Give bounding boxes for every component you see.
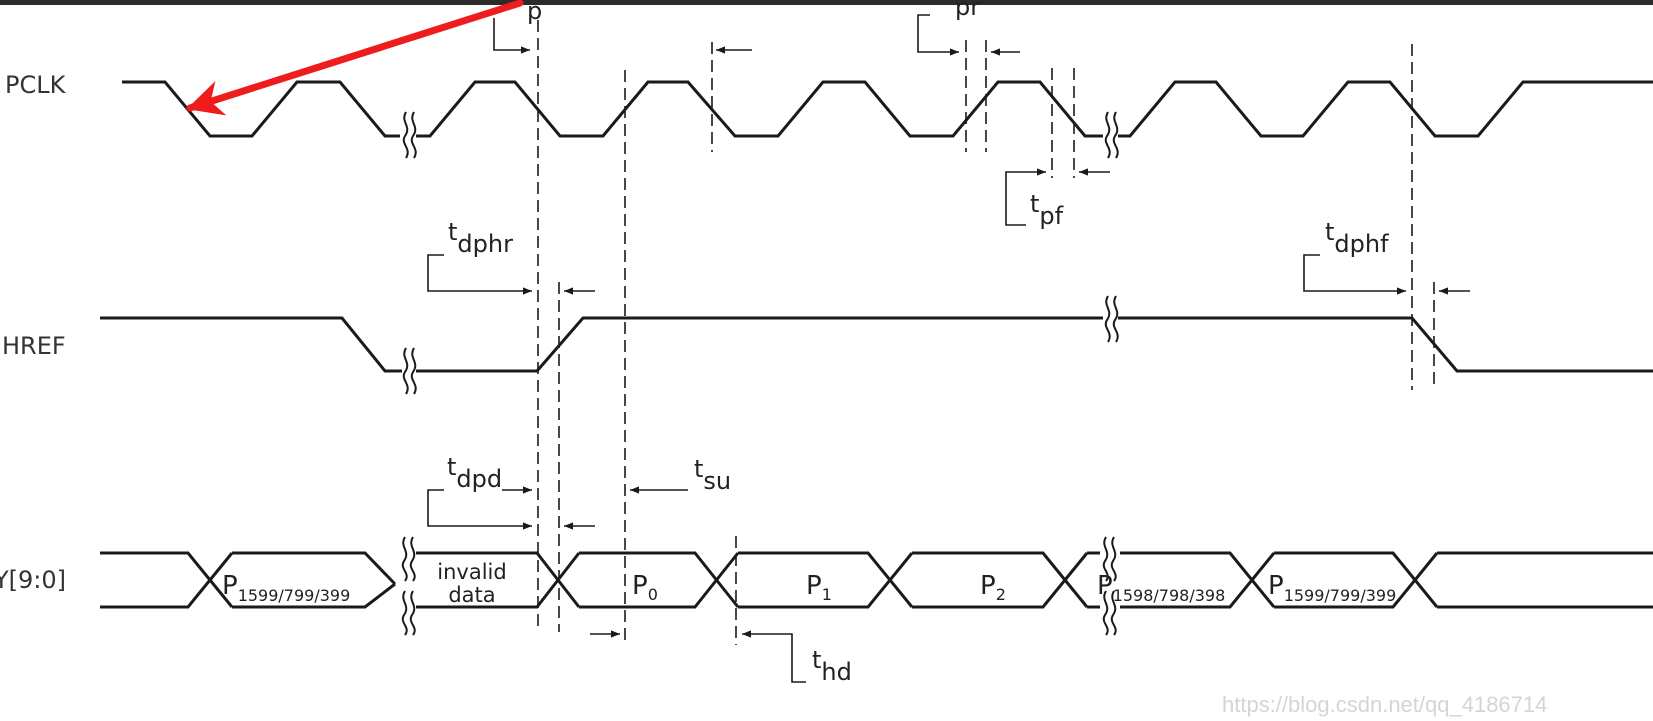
thd-annotation: thd bbox=[742, 630, 852, 686]
tdphf-t: t bbox=[1325, 218, 1334, 246]
red-annotation-arrow bbox=[186, 0, 524, 116]
cell-p1: P1 bbox=[806, 571, 832, 604]
href-break-2 bbox=[1104, 295, 1119, 343]
cell-p1599-a: P1599/799/399 bbox=[222, 571, 350, 605]
watermark: https://blog.csdn.net/qq_4186714 bbox=[1222, 692, 1547, 717]
tp-sub: p bbox=[527, 0, 542, 25]
tpr-annotation: pr bbox=[917, 0, 1020, 56]
cell-p1598: P1598/798/398 bbox=[1097, 571, 1225, 605]
svg-text:thd: thd bbox=[812, 646, 852, 686]
pclk-break-1 bbox=[402, 111, 417, 159]
thd-t: t bbox=[812, 646, 821, 674]
cell-invalid-line2: data bbox=[448, 583, 495, 607]
tdpd-sub: dpd bbox=[456, 465, 502, 493]
pclk-break-2 bbox=[1104, 111, 1119, 159]
tpf-annotation: tpf bbox=[1005, 168, 1110, 230]
y-bus-waveform bbox=[100, 536, 1653, 636]
tpf-sub: pf bbox=[1039, 202, 1063, 230]
y-bus-label: Y[9:0] bbox=[0, 566, 66, 594]
pclk-label: PCLK bbox=[5, 71, 67, 99]
href-break-1 bbox=[402, 347, 417, 395]
tsu-annotation: tsu bbox=[590, 455, 731, 638]
cell-p2: P2 bbox=[980, 571, 1006, 604]
tdphf-sub: dphf bbox=[1334, 230, 1389, 258]
tdphr-annotation: tdphr bbox=[427, 218, 595, 295]
svg-text:pr: pr bbox=[955, 0, 980, 21]
tp-annotation: p bbox=[493, 0, 752, 54]
svg-text:tdpd: tdpd bbox=[447, 453, 502, 493]
y-break-1 bbox=[401, 536, 416, 636]
cell-p0: P0 bbox=[632, 571, 658, 604]
guide-lines bbox=[537, 20, 1435, 645]
tpf-t: t bbox=[1030, 190, 1039, 218]
tsu-sub: su bbox=[703, 467, 731, 495]
tdphf-annotation: tdphf bbox=[1303, 218, 1470, 295]
cell-invalid-line1: invalid bbox=[437, 560, 506, 584]
tdphr-t: t bbox=[448, 218, 457, 246]
href-label: HREF bbox=[2, 332, 66, 360]
tdphr-sub: dphr bbox=[457, 230, 513, 258]
tdpd-annotation: tdpd bbox=[427, 453, 595, 530]
svg-text:tdphr: tdphr bbox=[448, 218, 513, 258]
thd-sub: hd bbox=[821, 658, 851, 686]
svg-text:p: p bbox=[527, 0, 542, 25]
pclk-waveform bbox=[122, 80, 1653, 159]
svg-text:tdphf: tdphf bbox=[1325, 218, 1389, 258]
href-waveform bbox=[100, 295, 1653, 395]
tdpd-t: t bbox=[447, 453, 456, 481]
tsu-t: t bbox=[694, 455, 703, 483]
tpr-sub: pr bbox=[955, 0, 980, 21]
cell-p1599-b: P1599/799/399 bbox=[1268, 571, 1396, 605]
top-edge-bar bbox=[0, 0, 1653, 5]
svg-text:tsu: tsu bbox=[694, 455, 731, 495]
y-break-2 bbox=[1102, 536, 1117, 636]
svg-text:tpf: tpf bbox=[1030, 190, 1064, 230]
